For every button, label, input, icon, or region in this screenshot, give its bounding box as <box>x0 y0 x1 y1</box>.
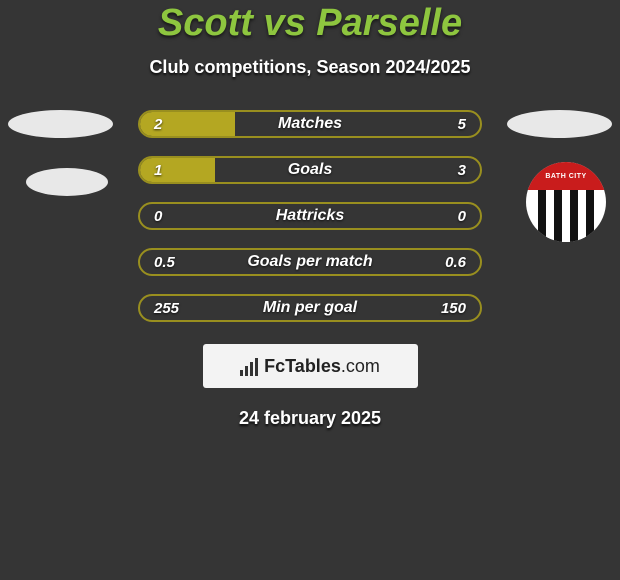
bar-right-value: 150 <box>441 296 466 320</box>
bar-label: Goals <box>140 158 480 182</box>
bar-right-value: 3 <box>458 158 466 182</box>
left-placeholder-1 <box>8 110 113 138</box>
stat-bars: 2 Matches 5 1 Goals 3 0 Hattricks 0 0.5 … <box>128 110 492 322</box>
page-title: Scott vs Parselle <box>0 2 620 45</box>
badge-label: BATH CITY <box>545 173 586 180</box>
right-column: BATH CITY <box>492 110 612 242</box>
subtitle: Club competitions, Season 2024/2025 <box>0 57 620 78</box>
stripe <box>562 190 570 242</box>
stripe <box>578 190 586 242</box>
comparison-card: Scott vs Parselle Club competitions, Sea… <box>0 0 620 429</box>
logo-bold: FcTables <box>264 356 341 376</box>
right-placeholder-1 <box>507 110 612 138</box>
chart-icon <box>240 356 258 376</box>
stripe <box>546 190 554 242</box>
stripe <box>554 190 562 242</box>
bar-label: Matches <box>140 112 480 136</box>
bar-label: Goals per match <box>140 250 480 274</box>
left-column <box>8 110 128 196</box>
bar-label: Min per goal <box>140 296 480 320</box>
badge-stripes <box>538 190 594 242</box>
bar-label: Hattricks <box>140 204 480 228</box>
logo-suffix: .com <box>341 356 380 376</box>
bar-goals-per-match: 0.5 Goals per match 0.6 <box>138 248 482 276</box>
bar-matches: 2 Matches 5 <box>138 110 482 138</box>
club-badge: BATH CITY <box>526 162 606 242</box>
bar-hattricks: 0 Hattricks 0 <box>138 202 482 230</box>
bar-min-per-goal: 255 Min per goal 150 <box>138 294 482 322</box>
bar-right-value: 0.6 <box>445 250 466 274</box>
bar-right-value: 0 <box>458 204 466 228</box>
main-row: 2 Matches 5 1 Goals 3 0 Hattricks 0 0.5 … <box>0 110 620 322</box>
badge-top: BATH CITY <box>526 162 606 190</box>
stripe <box>570 190 578 242</box>
stripe <box>586 190 594 242</box>
date-text: 24 february 2025 <box>239 408 381 429</box>
footer: FcTables.com 24 february 2025 <box>0 344 620 429</box>
fctables-logo[interactable]: FcTables.com <box>203 344 418 388</box>
stripe <box>538 190 546 242</box>
left-placeholder-2 <box>26 168 108 196</box>
logo-text: FcTables.com <box>264 356 380 377</box>
bar-right-value: 5 <box>458 112 466 136</box>
bar-goals: 1 Goals 3 <box>138 156 482 184</box>
